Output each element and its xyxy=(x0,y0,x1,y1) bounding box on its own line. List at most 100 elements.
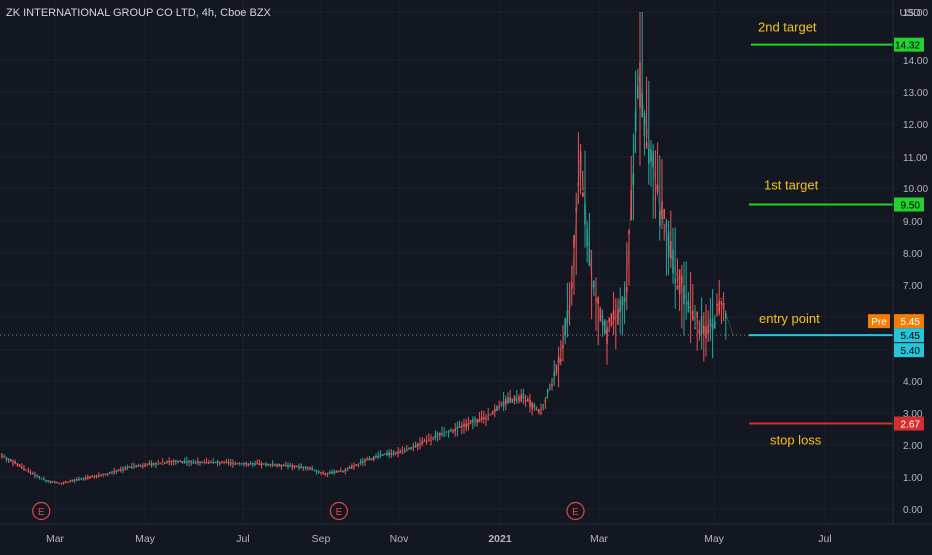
price-tick-label: 10.00 xyxy=(903,184,928,195)
candle-body xyxy=(368,457,371,461)
candle-body xyxy=(608,317,610,323)
candle-body xyxy=(344,469,346,471)
candle-body xyxy=(289,464,291,466)
candle-body xyxy=(656,184,659,193)
candle-body xyxy=(599,308,602,322)
price-axis[interactable]: 15.00 14.00 13.00 12.00 11.00 10.00 9.00 8.00 7.… xyxy=(903,8,928,516)
second-target-label: 2nd target xyxy=(758,20,817,35)
candle-body xyxy=(421,441,423,445)
candle-body xyxy=(71,480,74,482)
candle-body xyxy=(102,473,104,475)
candle-body xyxy=(100,475,102,477)
candle-body xyxy=(175,460,177,463)
candle-body xyxy=(428,440,430,442)
candle-body xyxy=(241,463,243,465)
earnings-marker[interactable]: E xyxy=(329,501,349,521)
candle-body xyxy=(531,402,533,409)
candle-body xyxy=(463,423,465,427)
candle-body xyxy=(137,466,140,468)
candle-body xyxy=(148,462,151,464)
candle-body xyxy=(153,463,155,465)
candle-body xyxy=(698,328,701,335)
price-tick-label: 1.00 xyxy=(903,473,923,484)
candle-body xyxy=(568,305,571,308)
candle-body xyxy=(93,475,96,477)
candle-body xyxy=(619,300,621,313)
time-axis[interactable]: Mar May Jul Sep Nov 2021 Mar May Jul xyxy=(46,533,832,545)
candle-body xyxy=(318,471,320,473)
time-tick-label: Mar xyxy=(590,533,609,545)
candle-body xyxy=(355,463,357,465)
candle-body xyxy=(370,458,373,461)
candle-body xyxy=(513,395,516,402)
candle-body xyxy=(476,419,478,423)
candle-body xyxy=(377,456,379,458)
candle-body xyxy=(601,320,604,325)
candle-body xyxy=(694,327,696,330)
candle-body xyxy=(348,467,351,469)
candle-body xyxy=(227,461,230,463)
earnings-marker[interactable]: E xyxy=(566,501,585,521)
candle-body xyxy=(49,481,52,483)
candle-body xyxy=(36,476,38,478)
candle-body xyxy=(469,420,472,423)
current-price-badge: 5.40 xyxy=(894,343,924,358)
earnings-letter: E xyxy=(572,507,579,518)
candle-body xyxy=(197,460,199,464)
earnings-marker[interactable]: E xyxy=(32,501,51,521)
candle-body xyxy=(502,401,505,407)
candle-body xyxy=(188,460,190,463)
price-path xyxy=(0,75,735,484)
candle-body xyxy=(161,463,164,465)
candle-body xyxy=(128,466,131,468)
candle-body xyxy=(263,463,265,465)
candle-body xyxy=(406,448,408,450)
candle-body xyxy=(436,433,439,435)
candle-body xyxy=(634,112,637,133)
candle-body xyxy=(238,464,241,466)
candle-body xyxy=(219,461,221,464)
candle-body xyxy=(408,447,410,449)
current-price-badge-box xyxy=(894,343,924,358)
candle-body xyxy=(714,321,716,329)
time-tick-label: May xyxy=(704,533,725,545)
candle-body xyxy=(311,468,313,471)
candle-body xyxy=(139,465,142,467)
candle-body xyxy=(692,310,694,321)
candle-body xyxy=(212,461,214,463)
candle-body xyxy=(364,459,366,461)
candle-body xyxy=(56,482,58,484)
candle-body xyxy=(221,461,223,463)
candle-body xyxy=(474,418,476,420)
candle-body xyxy=(458,425,461,428)
candle-body xyxy=(500,401,503,403)
candle-body xyxy=(445,434,448,436)
candle-body xyxy=(410,446,412,450)
candle-body xyxy=(351,466,353,469)
candle-body xyxy=(109,472,111,474)
candle-body xyxy=(335,471,338,473)
candle-body xyxy=(419,443,421,445)
stop-loss-label: stop loss xyxy=(770,433,822,448)
candle-body xyxy=(516,399,518,401)
candle-body xyxy=(43,479,45,481)
candle-body xyxy=(23,468,25,470)
candle-body xyxy=(232,463,234,465)
candle-body xyxy=(483,417,485,420)
candle-body xyxy=(170,461,173,463)
candle-body xyxy=(304,466,307,468)
candle-body xyxy=(27,471,30,473)
candle-body xyxy=(84,478,87,480)
candle-body xyxy=(700,316,703,335)
candle-body xyxy=(47,479,49,481)
candle-body xyxy=(667,231,670,258)
candle-body xyxy=(249,463,252,465)
candle-body xyxy=(397,452,399,454)
candle-body xyxy=(313,470,316,472)
candle-body xyxy=(672,249,674,274)
candle-body xyxy=(73,479,76,481)
candle-body xyxy=(403,450,406,452)
first-target-badge: 9.50 xyxy=(894,197,924,212)
